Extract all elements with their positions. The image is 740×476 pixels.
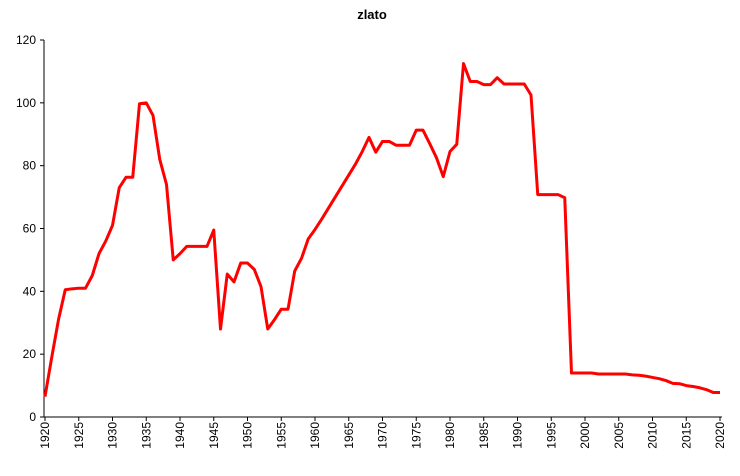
x-tick-label: 1965 [342,422,356,449]
chart-title: zlato [357,7,387,22]
x-tick-label: 1990 [511,422,525,449]
x-tick-label: 1960 [308,422,322,449]
y-tick-label: 20 [23,347,37,361]
y-tick-label: 100 [16,96,36,110]
x-tick-label: 2000 [578,422,592,449]
x-tick-label: 2005 [612,422,626,449]
x-tick-label: 2020 [713,422,727,449]
y-tick-label: 120 [16,33,36,47]
x-tick-label: 1980 [443,422,457,449]
x-tick-label: 1940 [173,422,187,449]
x-tick-label: 1945 [207,422,221,449]
x-tick-label: 1970 [376,422,390,449]
x-tick-label: 1930 [106,422,120,449]
x-tick-label: 2015 [679,422,693,449]
x-tick-label: 1920 [38,422,52,449]
x-tick-label: 1975 [409,422,423,449]
y-tick-label: 60 [23,222,37,236]
x-tick-label: 1925 [72,422,86,449]
y-tick-label: 40 [23,284,37,298]
x-tick-label: 1985 [477,422,491,449]
x-tick-label: 1995 [544,422,558,449]
x-tick-label: 1955 [274,422,288,449]
line [43,62,720,397]
y-tick-label: 80 [23,159,37,173]
y-tick-label: 0 [29,410,36,424]
x-tick-label: 1950 [241,422,255,449]
x-tick-label: 1935 [139,422,153,449]
x-tick-label: 2010 [646,422,660,449]
